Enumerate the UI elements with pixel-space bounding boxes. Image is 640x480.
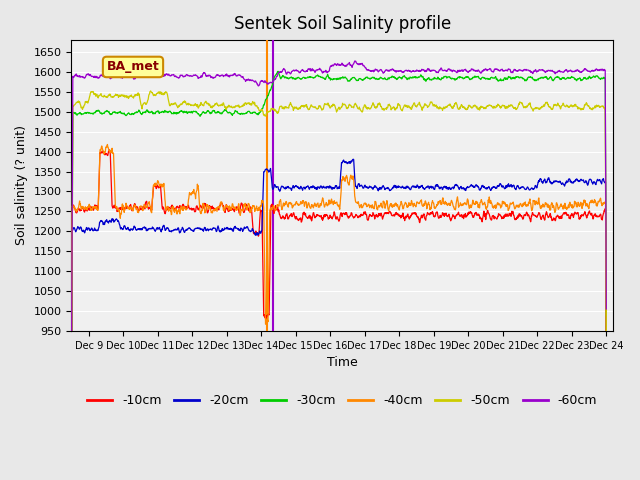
- Y-axis label: Soil salinity (? unit): Soil salinity (? unit): [15, 125, 28, 245]
- Text: BA_met: BA_met: [107, 60, 159, 73]
- X-axis label: Time: Time: [327, 356, 358, 369]
- Title: Sentek Soil Salinity profile: Sentek Soil Salinity profile: [234, 15, 451, 33]
- Legend: -10cm, -20cm, -30cm, -40cm, -50cm, -60cm: -10cm, -20cm, -30cm, -40cm, -50cm, -60cm: [83, 389, 602, 412]
